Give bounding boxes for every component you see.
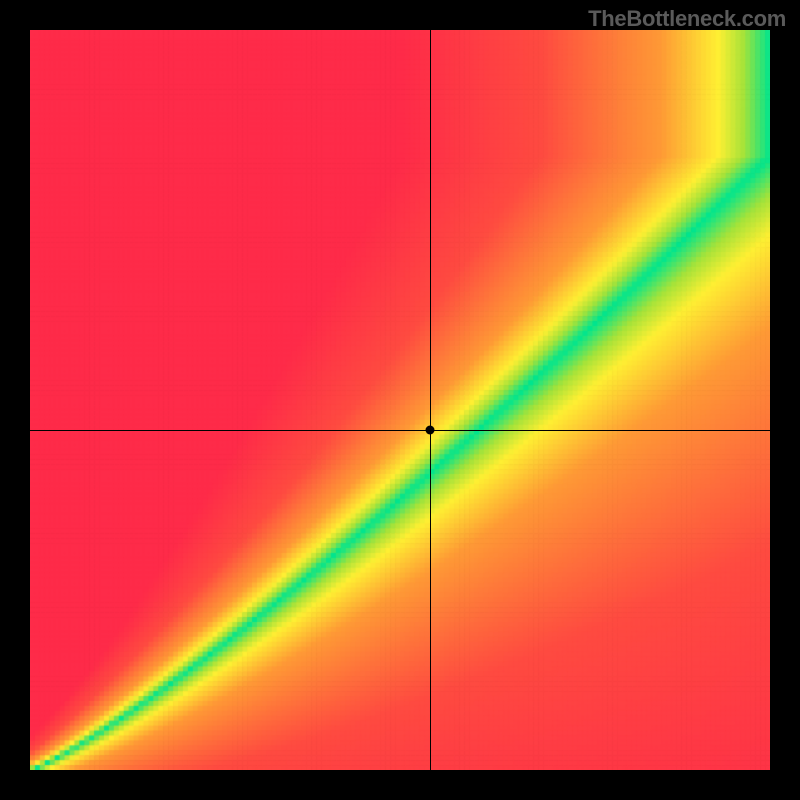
heatmap-plot	[30, 30, 770, 770]
watermark-text: TheBottleneck.com	[588, 6, 786, 32]
crosshair-marker	[425, 425, 434, 434]
crosshair-vertical	[430, 30, 431, 770]
crosshair-horizontal	[30, 430, 770, 431]
heatmap-canvas	[30, 30, 770, 770]
